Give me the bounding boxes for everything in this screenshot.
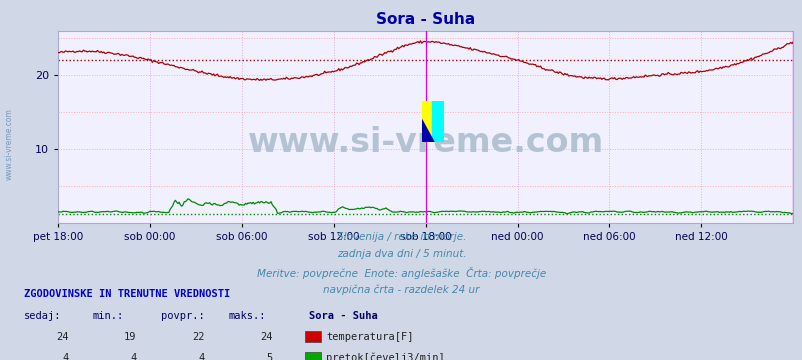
Text: povpr.:: povpr.: [160,311,204,321]
Text: 5: 5 [266,353,273,360]
Text: navpična črta - razdelek 24 ur: navpična črta - razdelek 24 ur [323,284,479,294]
Text: 19: 19 [124,332,136,342]
Text: sedaj:: sedaj: [24,311,62,321]
Text: temperatura[F]: temperatura[F] [326,332,413,342]
Text: 4: 4 [130,353,136,360]
Text: Meritve: povprečne  Enote: anglešaške  Črta: povprečje: Meritve: povprečne Enote: anglešaške Črt… [257,267,545,279]
Text: 24: 24 [260,332,273,342]
Text: 24: 24 [55,332,68,342]
Text: www.si-vreme.com: www.si-vreme.com [5,108,14,180]
Title: Sora - Suha: Sora - Suha [375,12,475,27]
Text: zadnja dva dni / 5 minut.: zadnja dva dni / 5 minut. [336,249,466,260]
Text: www.si-vreme.com: www.si-vreme.com [247,126,603,159]
Text: min.:: min.: [92,311,124,321]
Bar [431,101,444,142]
Text: 22: 22 [192,332,205,342]
Text: maks.:: maks.: [229,311,266,321]
Text: pretok[čevelj3/min]: pretok[čevelj3/min] [326,352,444,360]
Text: Sora - Suha: Sora - Suha [309,311,378,321]
Text: 4: 4 [62,353,68,360]
Text: 4: 4 [198,353,205,360]
Text: Slovenija / reke in morje.: Slovenija / reke in morje. [336,232,466,242]
Text: ZGODOVINSKE IN TRENUTNE VREDNOSTI: ZGODOVINSKE IN TRENUTNE VREDNOSTI [24,289,230,299]
Polygon shape [421,120,434,142]
